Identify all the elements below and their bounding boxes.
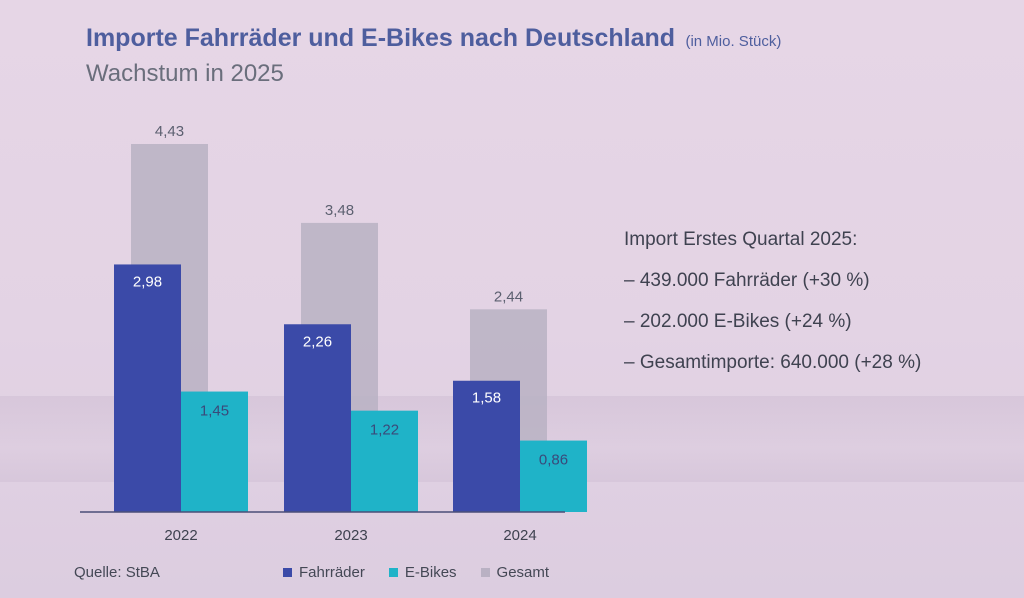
- label-gesamt-2024: 2,44: [494, 288, 523, 305]
- label-gesamt-2022: 4,43: [155, 123, 184, 140]
- label-fahrraeder-2023: 2,26: [303, 333, 332, 350]
- chart-unit: (in Mio. Stück): [685, 33, 782, 50]
- note-fahrraeder: – 439.000 Fahrräder (+30 %): [624, 270, 870, 291]
- label-ebikes-2024: 0,86: [539, 452, 568, 469]
- source-label: Quelle: StBA: [74, 564, 160, 581]
- legend-item-ebikes: E-Bikes: [388, 564, 457, 581]
- x-tick-2024: 2024: [503, 527, 536, 544]
- label-ebikes-2023: 1,22: [370, 422, 399, 439]
- note-ebikes: – 202.000 E-Bikes (+24 %): [624, 311, 852, 332]
- bar-ebikes-2023: [351, 410, 418, 512]
- note-gesamt: – Gesamtimporte: 640.000 (+28 %): [624, 352, 922, 373]
- legend-swatch-gesamt: [480, 568, 490, 577]
- bar-fahrraeder-2023: [284, 324, 351, 512]
- x-tick-2023: 2023: [334, 527, 367, 544]
- chart-title: Importe Fahrräder und E-Bikes nach Deuts…: [86, 24, 676, 52]
- legend-label-fahrraeder: Fahrräder: [299, 564, 365, 581]
- label-fahrraeder-2024: 1,58: [472, 390, 501, 407]
- legend-swatch-fahrraeder: [283, 568, 292, 577]
- label-ebikes-2022: 1,45: [200, 403, 229, 420]
- notes-heading: Import Erstes Quartal 2025:: [624, 229, 858, 250]
- bar-fahrraeder-2022: [114, 264, 181, 512]
- import-notes: Import Erstes Quartal 2025: – 439.000 Fa…: [624, 228, 921, 392]
- legend-swatch-ebikes: [388, 568, 398, 577]
- legend-label-gesamt: Gesamt: [496, 564, 550, 581]
- label-gesamt-2023: 3,48: [325, 202, 354, 219]
- label-fahrraeder-2022: 2,98: [133, 273, 162, 290]
- chart-subtitle: Wachstum in 2025: [86, 60, 284, 87]
- chart-legend: Fahrräder E-Bikes Gesamt: [283, 564, 573, 581]
- legend-item-gesamt: Gesamt: [480, 564, 550, 581]
- bar-fahrraeder-2024: [453, 380, 520, 512]
- legend-label-ebikes: E-Bikes: [404, 564, 457, 581]
- x-tick-2022: 2022: [164, 527, 197, 544]
- bar-ebikes-2022: [181, 391, 248, 512]
- chart-title-row: Importe Fahrräder und E-Bikes nach Deuts…: [86, 24, 781, 53]
- bar-ebikes-2024: [520, 440, 587, 512]
- legend-item-fahrraeder: Fahrräder: [283, 564, 365, 581]
